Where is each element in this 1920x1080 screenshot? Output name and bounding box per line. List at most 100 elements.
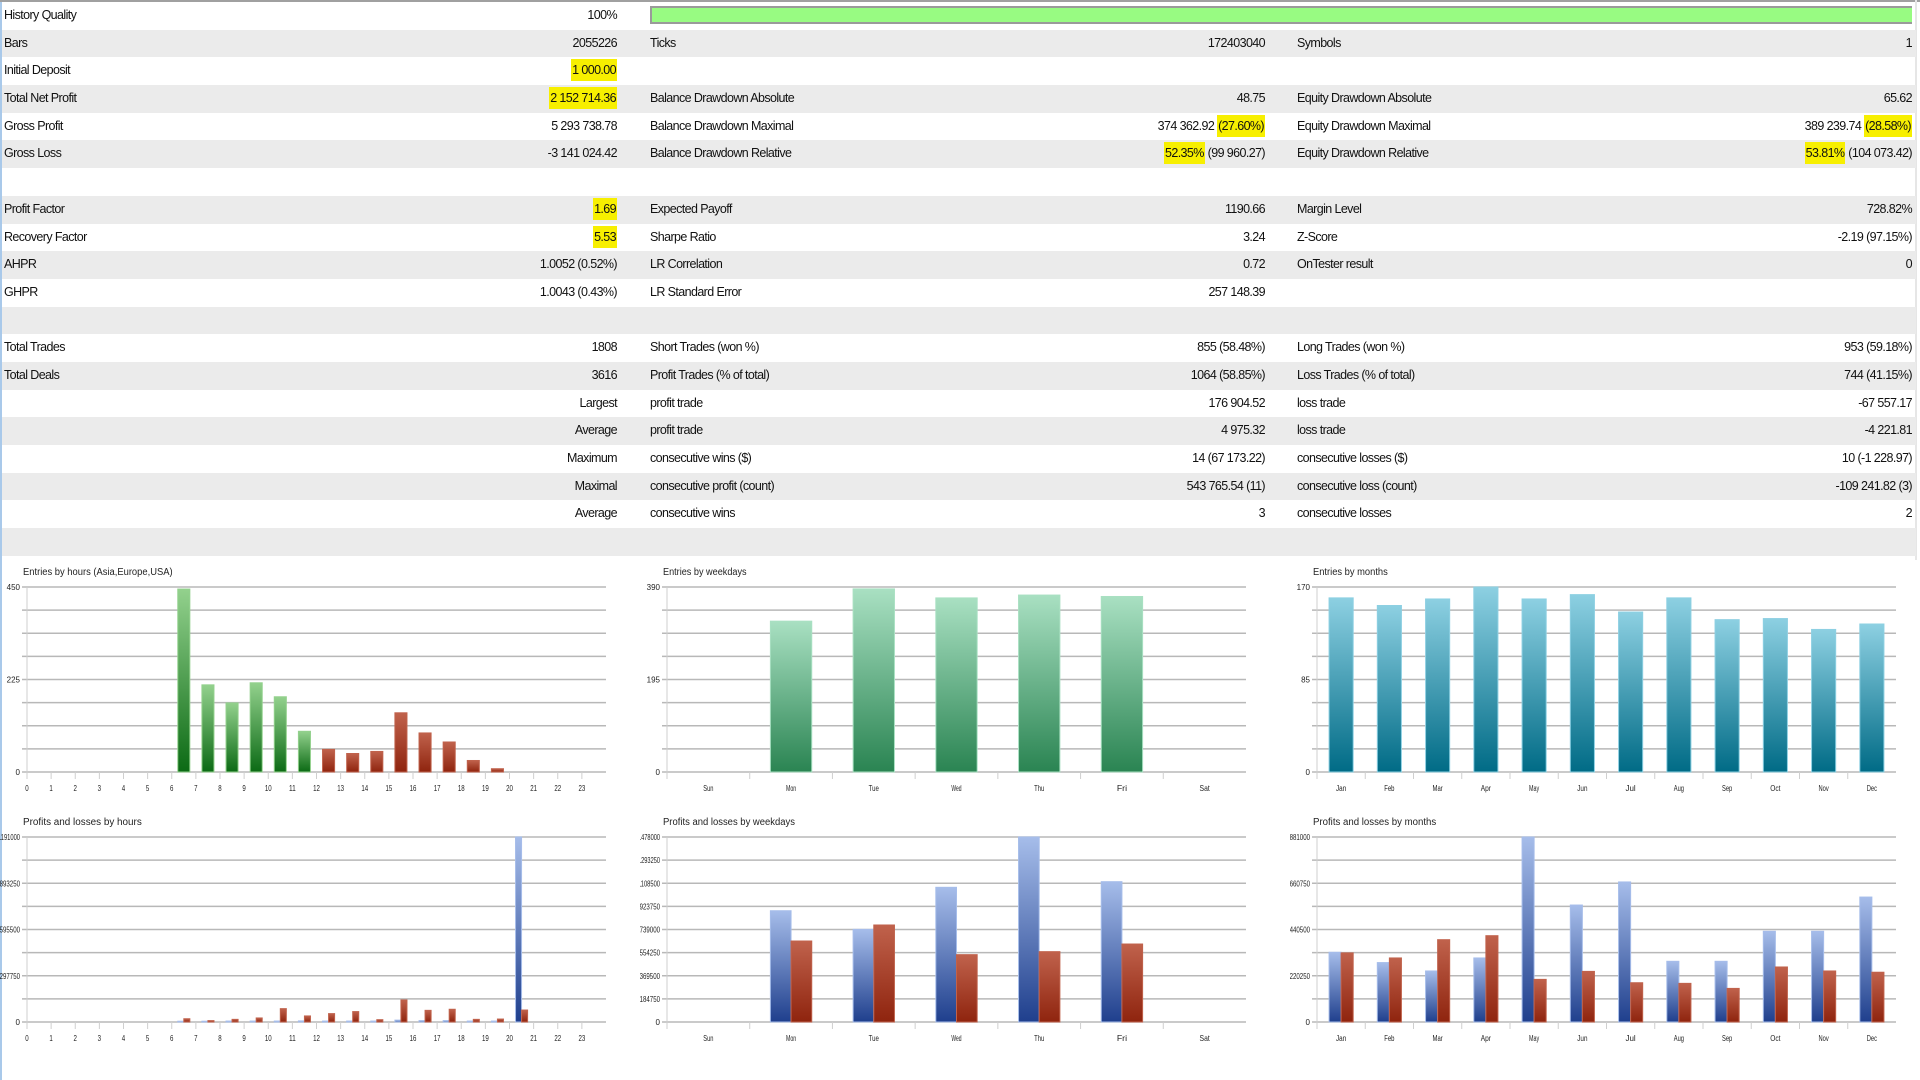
stat-label: Recovery Factor <box>4 229 87 244</box>
x-tick-label: 20 <box>506 784 513 793</box>
stat-label: LR Standard Error <box>650 284 742 299</box>
stat-value: 176 904.52 <box>1208 390 1265 418</box>
y-tick-label: 369500 <box>640 972 660 981</box>
bar-profits-apr <box>1473 957 1487 1023</box>
x-tick-label: 18 <box>458 1034 465 1043</box>
x-tick-label: 21 <box>530 784 537 793</box>
stat-label: Expected Payoff <box>650 201 732 216</box>
bar-entries-mon <box>769 620 813 773</box>
bar-losses-19 <box>496 1018 504 1023</box>
x-tick-label: 10 <box>265 784 272 793</box>
x-tick-label: Oct <box>1770 1034 1781 1043</box>
y-tick-label: 297750 <box>0 972 20 981</box>
bar-losses-sep <box>1726 987 1740 1023</box>
stat-label: Balance Drawdown Relative <box>650 146 792 161</box>
y-tick-label: 225 <box>7 676 21 685</box>
stat-label: profit trade <box>650 395 703 410</box>
x-tick-label: Sun <box>703 1034 713 1043</box>
value-part: -67 557.17 <box>1858 395 1912 410</box>
chart-entries-by-months: Entries by months 0 85 170 Jan Feb Mar Apr May Ju… <box>1290 560 1910 800</box>
stat-label: profit trade <box>650 423 703 438</box>
bar-profits-13 <box>346 1020 354 1023</box>
bar-profits-feb <box>1376 962 1390 1023</box>
y-tick-label: 0 <box>16 768 21 777</box>
bar-entries-mar <box>1425 598 1451 773</box>
y-tick-label: 170 <box>1297 583 1311 592</box>
stat-value: 0 <box>1905 251 1913 279</box>
chart-entries-by-hours: Entries by hours (Asia,Europe,USA) 0 225 45… <box>0 560 620 800</box>
x-tick-label: 9 <box>242 1034 246 1043</box>
stat-value: 3 <box>1259 500 1266 528</box>
report-row: Recovery Factor 5.53 Sharpe Ratio 3.24 Z-Sco… <box>2 224 1916 252</box>
y-tick-label: 0 <box>656 768 661 777</box>
x-tick-label: 23 <box>578 1034 585 1043</box>
stat-label: consecutive losses <box>1297 506 1392 521</box>
x-tick-label: 6 <box>170 1034 174 1043</box>
stat-value: -3 141 024.42 <box>547 140 618 168</box>
report-row: Gross Profit 5 293 738.78 Balance Drawdown… <box>2 113 1916 141</box>
stat-value: 855 (58.48%) <box>1197 334 1265 362</box>
bar-entries-15 <box>394 712 408 773</box>
stat-label: Balance Drawdown Absolute <box>650 91 795 106</box>
chart-svg: Entries by months 0 85 170 Jan Feb Mar Apr May Ju… <box>1297 567 1896 793</box>
stat-value: 2 152 714.36 <box>549 85 617 113</box>
bar-losses-18 <box>472 1018 480 1023</box>
stat-label: GHPR <box>4 284 38 299</box>
report-row: Total Trades 1808 Short Trades (won %) 855 … <box>2 334 1916 362</box>
value-part: 48.75 <box>1236 91 1266 106</box>
bar-profits-8 <box>225 1020 233 1023</box>
bar-entries-aug <box>1666 597 1692 773</box>
x-tick-label: 13 <box>337 784 344 793</box>
stat-value: 389 239.74 (28.58%) <box>1805 113 1912 141</box>
x-tick-label: Wed <box>951 784 961 793</box>
bar-entries-tue <box>852 588 895 773</box>
bar-entries-13 <box>346 753 360 773</box>
value-part: -109 241.82 (3) <box>1835 478 1913 493</box>
x-tick-label: 1 <box>49 1034 53 1043</box>
x-tick-label: 13 <box>337 1034 344 1043</box>
scrollbar-track[interactable] <box>1915 0 1917 560</box>
x-tick-label: 17 <box>434 1034 441 1043</box>
stat-label: consecutive profit (count) <box>650 478 775 493</box>
value-part: 0 <box>1905 257 1913 272</box>
y-tick-label: 195 <box>647 676 661 685</box>
y-tick-label: 85 <box>1301 676 1310 685</box>
x-tick-label: 7 <box>194 784 198 793</box>
bar-entries-19 <box>490 768 504 773</box>
x-tick-label: 7 <box>194 1034 198 1043</box>
bar-losses-aug <box>1678 982 1692 1023</box>
stat-label: Total Deals <box>4 367 60 382</box>
bar-losses-12 <box>328 1013 336 1023</box>
stat-label: loss trade <box>1297 423 1346 438</box>
chart-profits-losses-by-months: Profits and losses by months 0 220250 44050… <box>1290 810 1910 1050</box>
stat-label: Gross Loss <box>4 146 62 161</box>
y-tick-label: 390 <box>647 583 661 592</box>
x-tick-label: 1 <box>49 784 53 793</box>
value-part: 855 (58.48%) <box>1197 340 1265 355</box>
stat-value: -67 557.17 <box>1858 390 1912 418</box>
stat-value: 1.0052 (0.52%) <box>540 251 618 279</box>
chart-svg: Entries by weekdays 0 195 390 Sun Mon Tue Wed Th… <box>647 567 1246 793</box>
value-part: -3 141 024.42 <box>547 146 618 161</box>
x-tick-label: Dec <box>1867 784 1877 793</box>
x-tick-label: 15 <box>385 784 392 793</box>
report-row: Average profit trade 4 975.32 loss trade -4 … <box>2 417 1916 445</box>
bar-losses-feb <box>1388 957 1402 1023</box>
x-tick-label: May <box>1529 1034 1539 1043</box>
value-part: 4 975.32 <box>1221 423 1265 438</box>
report-row: Maximal consecutive profit (count) 543 765… <box>2 472 1916 501</box>
highlighted-value: (28.58%) <box>1864 114 1912 137</box>
x-tick-label: 21 <box>530 1034 537 1043</box>
report-row-spacer <box>2 528 1916 556</box>
x-tick-label: Jun <box>1577 1034 1587 1043</box>
bar-entries-wed <box>935 597 978 773</box>
x-tick-label: May <box>1529 784 1539 793</box>
x-tick-label: Mar <box>1433 784 1443 793</box>
bar-losses-15 <box>400 999 408 1023</box>
y-tick-label: 893250 <box>0 879 20 888</box>
y-tick-label: 1108500 <box>640 879 660 888</box>
bar-entries-fri <box>1100 595 1144 773</box>
value-part: 176 904.52 <box>1208 395 1265 410</box>
bar-entries-sep <box>1714 619 1740 773</box>
stat-value: Maximal <box>575 473 618 501</box>
